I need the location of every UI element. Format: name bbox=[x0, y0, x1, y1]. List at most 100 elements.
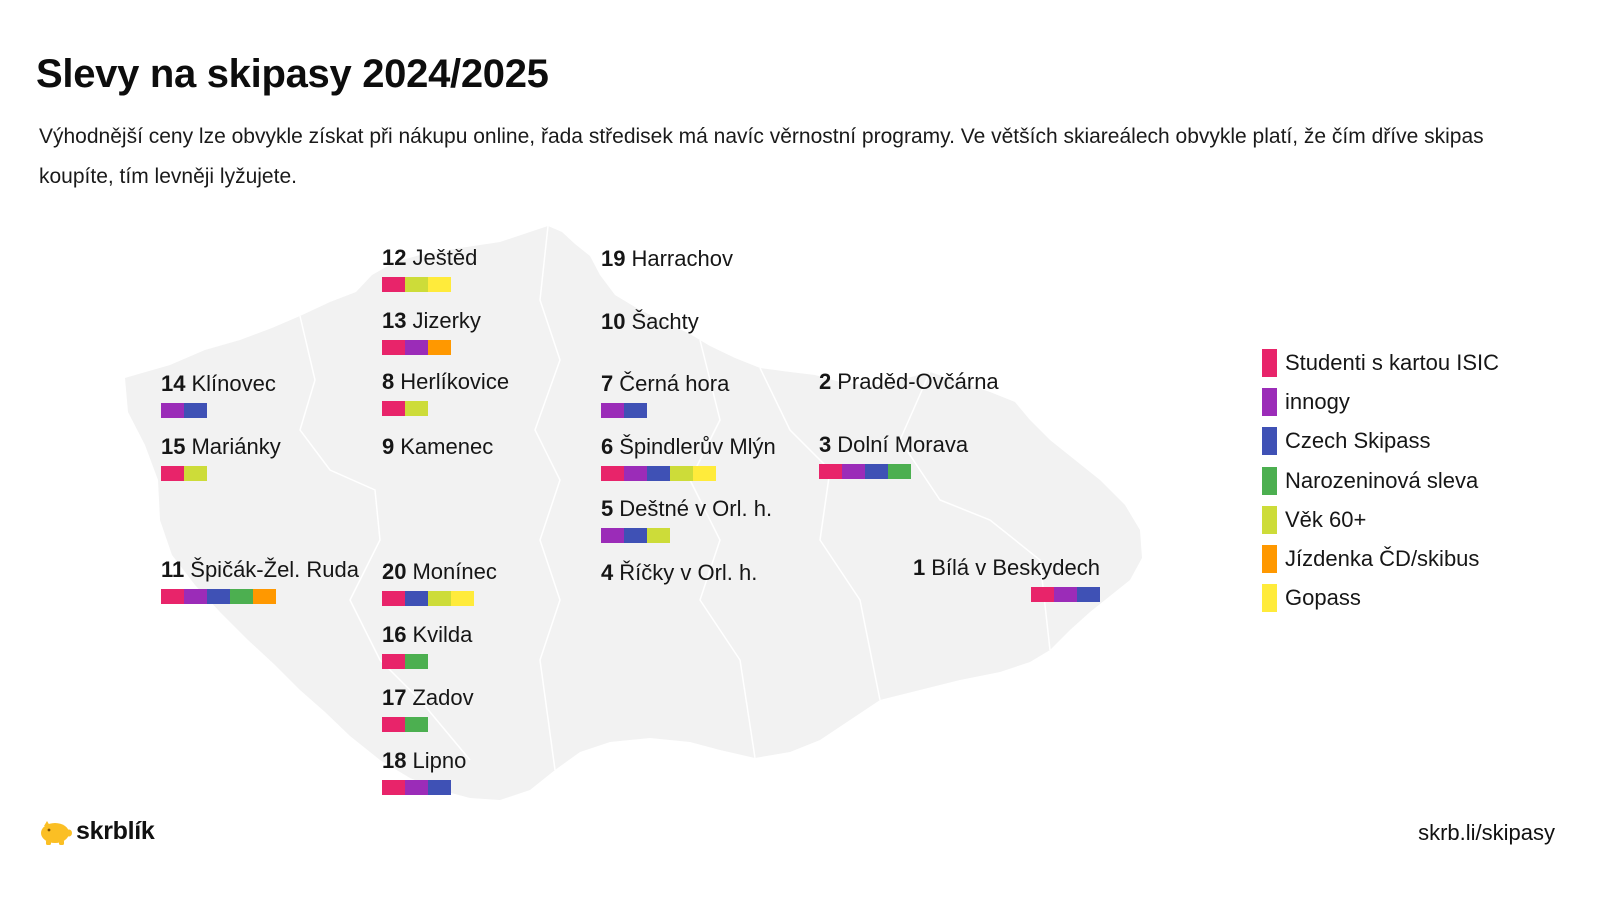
piggy-bank-icon bbox=[41, 820, 72, 845]
resort-name: 19 Harrachov bbox=[601, 246, 733, 271]
resort-dolni-morava: 3 Dolní Morava bbox=[819, 432, 968, 479]
resort-ricky: 4 Říčky v Orl. h. bbox=[601, 560, 757, 586]
discount-bar-czech bbox=[405, 591, 428, 606]
discount-bars bbox=[161, 589, 359, 604]
legend-label: Czech Skipass bbox=[1285, 428, 1431, 454]
discount-bar-czech bbox=[207, 589, 230, 604]
resort-kvilda: 16 Kvilda bbox=[382, 622, 472, 669]
legend-item-gopass: Gopass bbox=[1262, 579, 1499, 618]
czech-map-shape bbox=[125, 226, 1142, 800]
discount-bar-cd bbox=[253, 589, 276, 604]
discount-bar-isic bbox=[1031, 587, 1054, 602]
discount-bar-czech bbox=[428, 780, 451, 795]
discount-bars bbox=[161, 466, 281, 481]
resort-name: 6 Špindlerův Mlýn bbox=[601, 434, 776, 459]
discount-bar-cd bbox=[428, 340, 451, 355]
legend-item-senior: Věk 60+ bbox=[1262, 500, 1499, 539]
discount-bars bbox=[819, 464, 968, 479]
source-url[interactable]: skrb.li/skipasy bbox=[1418, 820, 1555, 845]
legend-item-innogy: innogy bbox=[1262, 382, 1499, 421]
legend-item-cd-skibus: Jízdenka ČD/skibus bbox=[1262, 539, 1499, 578]
discount-bar-senior bbox=[670, 466, 693, 481]
resort-name: 8 Herlíkovice bbox=[382, 369, 510, 394]
logo-text: skrblík bbox=[76, 817, 155, 845]
discount-bar-innogy bbox=[1054, 587, 1077, 602]
legend-item-isic: Studenti s kartou ISIC bbox=[1262, 343, 1499, 382]
legend-swatch bbox=[1262, 505, 1277, 534]
resort-spindleruv-mlyn: 6 Špindlerův Mlýn bbox=[601, 434, 776, 481]
resort-name: 14 Klínovec bbox=[161, 371, 276, 396]
legend-item-birthday: Narozeninová sleva bbox=[1262, 461, 1499, 500]
discount-bar-isic bbox=[382, 277, 405, 292]
resort-lipno: 18 Lipno bbox=[382, 748, 466, 795]
resort-name: 13 Jizerky bbox=[382, 308, 481, 333]
discount-bar-birthday bbox=[405, 654, 428, 669]
discount-bar-innogy bbox=[601, 403, 624, 418]
legend-label: innogy bbox=[1285, 388, 1350, 414]
discount-bar-isic bbox=[382, 780, 405, 795]
discount-bar-czech bbox=[184, 403, 207, 418]
legend-swatch bbox=[1262, 466, 1277, 495]
resort-kamenec: 9 Kamenec bbox=[382, 434, 493, 460]
discount-bars bbox=[382, 717, 474, 732]
region-borders bbox=[299, 225, 1051, 771]
discount-bar-czech bbox=[1077, 587, 1100, 602]
discount-bar-innogy bbox=[405, 780, 428, 795]
legend-label: Narozeninová sleva bbox=[1285, 467, 1479, 493]
resort-name: 3 Dolní Morava bbox=[819, 432, 969, 457]
discount-bar-isic bbox=[382, 401, 405, 416]
discount-bar-gopass bbox=[428, 277, 451, 292]
legend-label: Věk 60+ bbox=[1285, 506, 1367, 532]
page-title: Slevy na skipasy 2024/2025 bbox=[36, 52, 549, 96]
discount-bar-czech bbox=[647, 466, 670, 481]
resort-name: 18 Lipno bbox=[382, 748, 467, 773]
discount-bar-gopass bbox=[693, 466, 716, 481]
legend-item-czech-skipass: Czech Skipass bbox=[1262, 422, 1499, 461]
resort-name: 16 Kvilda bbox=[382, 622, 473, 647]
resort-destne: 5 Deštné v Orl. h. bbox=[601, 496, 772, 543]
discount-bar-czech bbox=[865, 464, 888, 479]
legend-swatch bbox=[1262, 387, 1277, 416]
discount-bar-isic bbox=[382, 591, 405, 606]
resort-name: 12 Ještěd bbox=[382, 245, 478, 270]
discount-bar-senior bbox=[184, 466, 207, 481]
resort-zadov: 17 Zadov bbox=[382, 685, 474, 732]
resort-jested: 12 Ještěd bbox=[382, 245, 477, 292]
resort-klinovec: 14 Klínovec bbox=[161, 371, 276, 418]
discount-bar-isic bbox=[601, 466, 624, 481]
legend-swatch bbox=[1262, 348, 1277, 377]
resort-name: 9 Kamenec bbox=[382, 434, 494, 459]
discount-bars bbox=[913, 587, 1100, 602]
resort-name: 10 Šachty bbox=[601, 309, 699, 334]
resort-name: 5 Deštné v Orl. h. bbox=[601, 496, 773, 521]
legend-label: Gopass bbox=[1285, 585, 1361, 611]
discount-bar-isic bbox=[819, 464, 842, 479]
legend-label: Studenti s kartou ISIC bbox=[1285, 349, 1499, 375]
discount-bars bbox=[382, 780, 466, 795]
resort-name: 1 Bílá v Beskydech bbox=[913, 555, 1100, 580]
resort-name: 17 Zadov bbox=[382, 685, 474, 710]
discount-bar-senior bbox=[405, 401, 428, 416]
discount-bar-czech bbox=[624, 403, 647, 418]
discount-bars bbox=[382, 401, 509, 416]
resort-name: 7 Černá hora bbox=[601, 371, 730, 396]
discount-bars bbox=[382, 277, 477, 292]
discount-bars bbox=[382, 591, 497, 606]
resort-harrachov: 19 Harrachov bbox=[601, 246, 733, 272]
resort-marianky: 15 Mariánky bbox=[161, 434, 281, 481]
discount-bar-innogy bbox=[601, 528, 624, 543]
resort-name: 11 Špičák-Žel. Ruda bbox=[161, 557, 360, 582]
skrblik-logo[interactable]: skrblík bbox=[38, 817, 155, 846]
discount-bar-innogy bbox=[624, 466, 647, 481]
discount-bars bbox=[601, 528, 772, 543]
discount-bar-innogy bbox=[405, 340, 428, 355]
legend-swatch bbox=[1262, 427, 1277, 456]
discount-bar-gopass bbox=[451, 591, 474, 606]
discount-bar-czech bbox=[624, 528, 647, 543]
discount-bar-senior bbox=[428, 591, 451, 606]
resort-spicak: 11 Špičák-Žel. Ruda bbox=[161, 557, 359, 604]
resort-name: 15 Mariánky bbox=[161, 434, 281, 459]
resort-bila: 1 Bílá v Beskydech bbox=[913, 555, 1100, 602]
resort-jizerky: 13 Jizerky bbox=[382, 308, 481, 355]
